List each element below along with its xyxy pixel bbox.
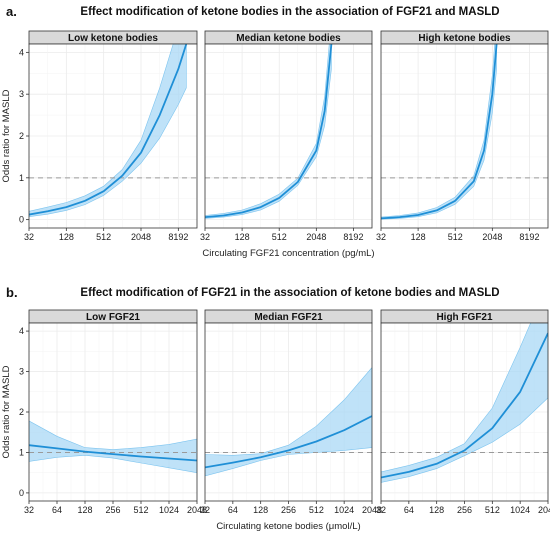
facet-3: High FGF21 32 64 128 256 512 1024 2048 (376, 309, 550, 515)
x-tick-label: 512 (133, 505, 148, 515)
x-tick-label: 32 (200, 232, 210, 242)
x-tick-label: 32 (376, 505, 386, 515)
facet-3: High ketone bodies 32 128 512 2048 8192 (376, 30, 549, 242)
confidence-band (29, 420, 197, 474)
data-layer (29, 44, 197, 218)
confidence-band (29, 44, 187, 218)
estimate-line (381, 332, 548, 479)
y-tick-label: 0 (19, 215, 24, 225)
y-tick-label: 3 (19, 367, 24, 377)
x-tick-label: 128 (411, 232, 426, 242)
x-tick-label: 256 (105, 505, 120, 515)
y-tick-label: 3 (19, 89, 24, 99)
y-tick-label: 1 (19, 173, 24, 183)
x-tick-label: 32 (24, 505, 34, 515)
facet-1: Low FGF21 32 64 128 256 512 1024 2048 (24, 309, 207, 515)
facet-strip-label: Low ketone bodies (68, 33, 158, 44)
panel-border (28, 43, 198, 229)
facet-strip-label: Median ketone bodies (236, 33, 341, 44)
x-tick-label: 512 (96, 232, 111, 242)
panel-label: a. (6, 4, 17, 19)
facet-2: Median ketone bodies 32 128 512 2048 8192 (200, 30, 373, 242)
y-axis-title: Odds ratio for MASLD (1, 89, 12, 182)
x-tick-label: 32 (200, 505, 210, 515)
facet-strip-label: High ketone bodies (418, 33, 511, 44)
x-tick-label: 2048 (538, 505, 550, 515)
facet-strip-label: High FGF21 (436, 312, 493, 323)
x-tick-label: 64 (52, 505, 62, 515)
estimate-line (381, 44, 498, 220)
x-axis-title: Circulating FGF21 concentration (pg/mL) (202, 248, 374, 259)
x-tick-label: 2048 (131, 232, 151, 242)
chart-title: Effect modification of FGF21 in the asso… (80, 287, 499, 299)
x-tick-label: 2048 (306, 232, 326, 242)
chart-b: b. Effect modification of FGF21 in the as… (1, 285, 550, 532)
y-axis-title: Odds ratio for MASLD (1, 365, 12, 458)
panel-label: b. (6, 285, 18, 300)
x-tick-label: 512 (272, 232, 287, 242)
confidence-band (381, 44, 497, 220)
estimate-line (205, 44, 333, 218)
x-tick-label: 128 (59, 232, 74, 242)
x-tick-label: 32 (24, 232, 34, 242)
confidence-band (205, 44, 332, 219)
chart-a: a. Effect modification of ketone bodies i… (1, 4, 549, 259)
y-tick-label: 4 (19, 326, 24, 336)
x-tick-label: 1024 (510, 505, 530, 515)
x-axis-title: Circulating ketone bodies (μmol/L) (216, 521, 360, 532)
y-tick-label: 1 (19, 447, 24, 457)
x-tick-label: 8192 (519, 232, 539, 242)
chart-title: Effect modification of ketone bodies in … (80, 6, 499, 18)
confidence-band (205, 367, 372, 477)
facet-strip-label: Median FGF21 (254, 312, 323, 323)
x-tick-label: 64 (228, 505, 238, 515)
x-tick-label: 32 (376, 232, 386, 242)
x-tick-label: 1024 (159, 505, 179, 515)
x-tick-label: 64 (404, 505, 414, 515)
x-tick-label: 128 (429, 505, 444, 515)
x-tick-label: 8192 (168, 232, 188, 242)
gridlines (29, 323, 197, 501)
x-tick-label: 512 (448, 232, 463, 242)
estimate-line (205, 415, 372, 469)
panel-border (380, 43, 549, 229)
x-tick-label: 8192 (343, 232, 363, 242)
x-tick-label: 1024 (334, 505, 354, 515)
x-tick-label: 128 (77, 505, 92, 515)
facet-2: Median FGF21 32 64 128 256 512 1024 2048 (200, 309, 382, 515)
y-tick-label: 4 (19, 47, 24, 57)
y-tick-label: 2 (19, 131, 24, 141)
x-tick-label: 2048 (362, 505, 382, 515)
y-tick-label: 0 (19, 488, 24, 498)
estimate-line (29, 444, 197, 462)
panel-border (204, 43, 373, 229)
estimate-line (29, 44, 188, 216)
x-tick-label: 512 (309, 505, 324, 515)
data-layer (381, 323, 548, 483)
x-tick-label: 512 (485, 505, 500, 515)
data-layer (205, 44, 372, 219)
x-tick-label: 256 (457, 505, 472, 515)
x-tick-label: 2048 (187, 505, 207, 515)
data-layer (205, 367, 372, 477)
y-tick-label: 2 (19, 407, 24, 417)
data-layer (381, 44, 548, 220)
facet-strip-label: Low FGF21 (86, 312, 140, 323)
data-layer (29, 420, 197, 474)
x-tick-label: 2048 (482, 232, 502, 242)
x-tick-label: 128 (253, 505, 268, 515)
x-tick-label: 128 (235, 232, 250, 242)
facet-1: Low ketone bodies 32 128 512 2048 8192 (24, 30, 198, 242)
x-tick-label: 256 (281, 505, 296, 515)
